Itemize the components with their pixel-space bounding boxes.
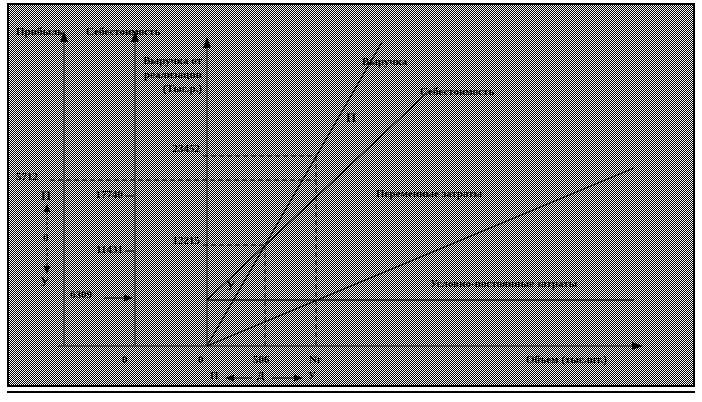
revenue-axis-label-line2: реализации xyxy=(143,69,202,81)
revenue-breakeven-value: 12215 xyxy=(172,235,201,247)
total-cost-actual-value: 17740 xyxy=(95,189,124,201)
x-tick-breakeven-volume: 506 xyxy=(253,354,270,366)
total-cost-line xyxy=(206,89,431,301)
revenue-actual-value: 23452 xyxy=(172,143,201,155)
fixed-cost-line-label: Условно-постоянные затраты xyxy=(430,278,578,290)
profit-scale-zero-label: 0 xyxy=(43,232,49,244)
fixed-cost-value: 6309 xyxy=(70,289,92,301)
cost-axis-arrow-icon xyxy=(131,31,139,42)
revenue-axis-label: Выручка от реализации (Тыс.р.) xyxy=(134,54,202,96)
loss-direction-arrow-icon xyxy=(43,266,51,274)
table-border-line xyxy=(7,391,695,393)
variable-cost-line xyxy=(206,167,635,347)
x-tick-zero-left: 0 xyxy=(122,354,128,366)
x-tick-actual-volume: Nг xyxy=(309,354,322,366)
profit-axis-label: Прибыль xyxy=(16,26,64,38)
variable-cost-line-label: Переменные затраты xyxy=(376,188,483,200)
revenue-axis-arrow-icon xyxy=(203,37,211,48)
profit-scale-positive-label: П xyxy=(41,188,52,203)
volume-scale-left-arrow-icon xyxy=(225,374,234,382)
profit-direction-arrow-icon xyxy=(43,204,51,212)
x-tick-zero-origin: 0 xyxy=(198,354,204,366)
loss-zone-label: У xyxy=(226,278,236,293)
volume-scale-left-label: П xyxy=(210,370,219,382)
revenue-line-label: Выручка xyxy=(362,56,408,68)
x-axis-label: Объем (тыс.шт.) xyxy=(526,354,607,366)
volume-scale-center-label: Д xyxy=(257,370,265,382)
variable-cost-actual-value: 11431 xyxy=(96,244,123,256)
figure-canvas xyxy=(7,3,695,387)
profit-scale-negative-label: У xyxy=(40,274,50,289)
profit-actual-value: 5712 xyxy=(16,171,38,183)
total-cost-line-label: Себестоимость xyxy=(420,86,495,98)
fixed-cost-arrow-icon xyxy=(124,294,133,302)
profit-zone-label: П xyxy=(346,110,357,125)
revenue-axis-label-line3: (Тыс.р.) xyxy=(162,83,202,95)
x-axis-arrow-icon xyxy=(632,342,643,350)
volume-scale-right-label: У xyxy=(308,370,317,382)
profit-axis-arrow-icon xyxy=(60,31,68,42)
revenue-axis-label-line1: Выручка от xyxy=(143,55,202,67)
revenue-line xyxy=(206,41,383,347)
volume-scale-right-arrow-icon xyxy=(294,374,303,382)
cost-axis-label: Себестоимость xyxy=(86,26,161,38)
